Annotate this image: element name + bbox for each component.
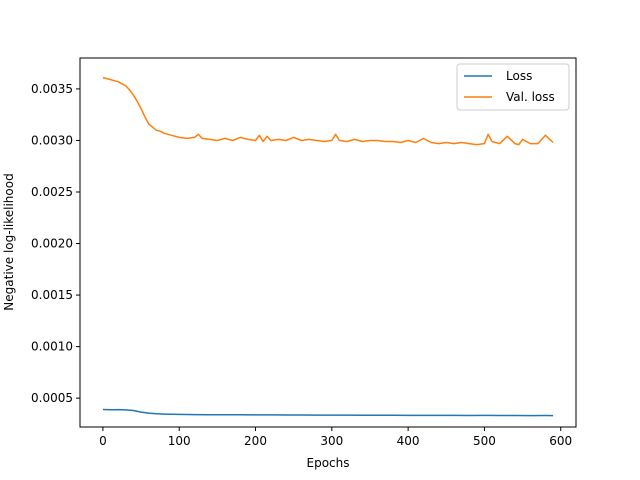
legend-label: Val. loss: [506, 90, 555, 104]
x-tick-label: 600: [549, 434, 572, 448]
y-tick-label: 0.0005: [31, 391, 73, 405]
x-tick-label: 300: [320, 434, 343, 448]
y-tick-label: 0.0015: [31, 288, 73, 302]
x-tick-label: 200: [244, 434, 267, 448]
plot-frame: [79, 57, 577, 428]
y-tick-label: 0.0010: [31, 340, 73, 354]
y-tick-label: 0.0030: [31, 133, 73, 147]
x-tick-label: 500: [473, 434, 496, 448]
x-tick-label: 100: [168, 434, 191, 448]
y-tick-label: 0.0020: [31, 237, 73, 251]
series-line-1: [102, 76, 554, 146]
series-line-0: [102, 408, 554, 417]
legend: Loss Val. loss: [456, 63, 570, 111]
x-axis-label: Epochs: [307, 456, 350, 470]
y-axis-label: Negative log-likelihood: [2, 173, 16, 310]
x-axis-ticks: 0 100 200 300 400 500 600: [99, 427, 572, 448]
y-tick-label: 0.0035: [31, 82, 73, 96]
y-tick-label: 0.0025: [31, 185, 73, 199]
legend-label: Loss: [506, 69, 532, 83]
x-tick-label: 400: [397, 434, 420, 448]
y-axis-ticks: 0.0005 0.0010 0.0015 0.0020 0.0025 0.0030 0.00…: [31, 82, 80, 405]
series-layer: [102, 76, 554, 417]
plot-background: [80, 58, 576, 427]
x-tick-label: 0: [99, 434, 107, 448]
